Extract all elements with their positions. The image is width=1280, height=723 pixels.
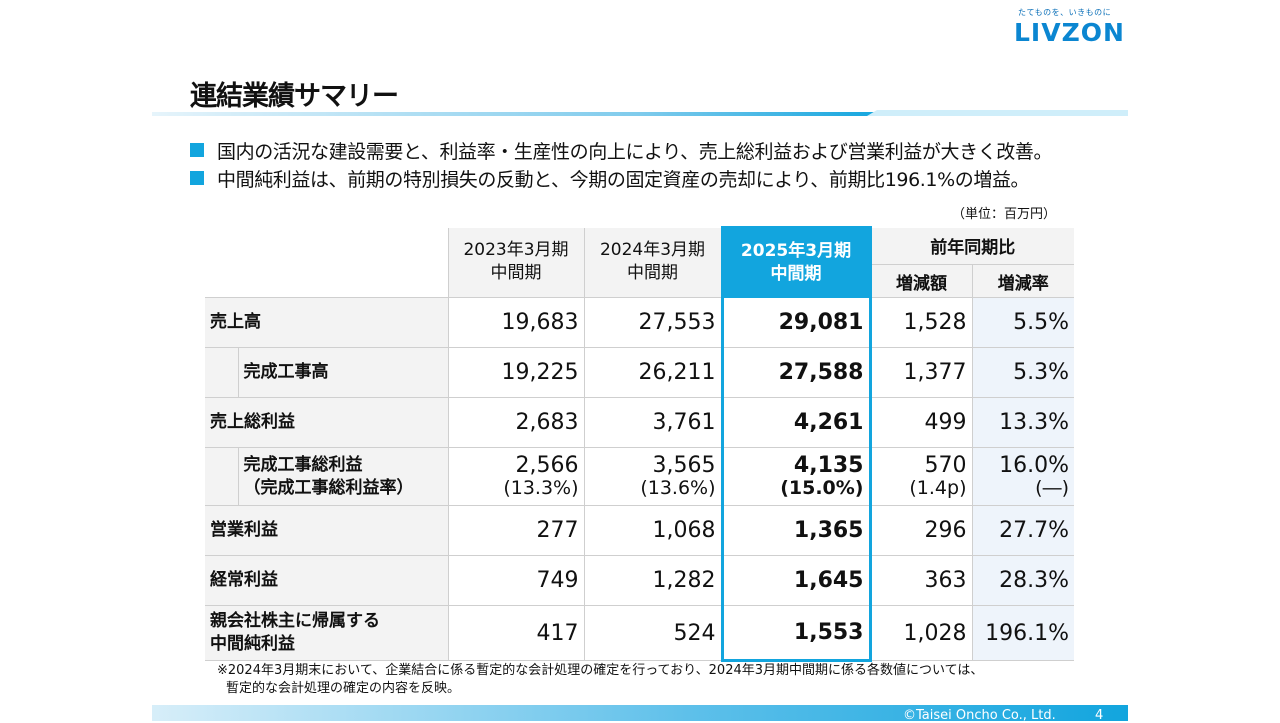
header-fy2023: 2023年3月期 中間期 <box>447 227 584 298</box>
bullet-text: 中間純利益は、前期の特別損失の反動と、今期の固定資産の売却により、前期比196.… <box>217 168 1030 191</box>
value-change: 499 <box>869 397 972 448</box>
value-fy2025: 1,365 <box>720 505 872 556</box>
header-fy2025: 2025年3月期 中間期 <box>720 226 872 298</box>
header-yoy: 前年同期比 <box>869 227 1074 265</box>
bullet-item: 国内の活況な建設需要と、利益率・生産性の向上により、売上総利益および営業利益が大… <box>190 136 1053 164</box>
value-rate: 16.0% (―) <box>971 447 1074 506</box>
value-fy2024: 1,068 <box>583 505 722 556</box>
value-fy2023: 19,683 <box>447 297 584 348</box>
page-number: 4 <box>1095 708 1104 723</box>
row-label: 売上総利益 <box>205 397 448 448</box>
value-fy2024: 524 <box>583 605 722 661</box>
bullet-square-icon <box>190 143 204 157</box>
value-rate: 13.3% <box>971 397 1074 448</box>
table-row: 売上高 19,683 27,553 29,081 1,528 5.5% <box>205 297 1074 348</box>
bullet-item: 中間純利益は、前期の特別損失の反動と、今期の固定資産の売却により、前期比196.… <box>190 164 1052 192</box>
header-rate: 増減率 <box>971 264 1074 298</box>
unit-label: （単位：百万円） <box>952 207 1057 222</box>
value-fy2024: 1,282 <box>583 555 722 606</box>
value-fy2023: 417 <box>447 605 584 661</box>
value-fy2025: 4,261 <box>720 397 872 448</box>
bullet-text: 国内の活況な建設需要と、利益率・生産性の向上により、売上総利益および営業利益が大… <box>217 140 1053 163</box>
row-label: 完成工事総利益 （完成工事総利益率） <box>237 447 448 506</box>
value-fy2025: 29,081 <box>720 297 872 348</box>
value-change: 1,028 <box>869 605 972 661</box>
value-fy2024: 26,211 <box>583 347 722 398</box>
footer-bar <box>152 705 1128 721</box>
value-fy2023: 277 <box>447 505 584 556</box>
indent-spacer <box>205 447 238 506</box>
header-change: 増減額 <box>869 264 972 298</box>
value-fy2025: 1,645 <box>720 555 872 606</box>
table-row: 経常利益 749 1,282 1,645 363 28.3% <box>205 555 1074 606</box>
value-fy2025: 27,588 <box>720 347 872 398</box>
value-fy2024: 3,565 (13.6%) <box>583 447 722 506</box>
value-change: 570 (1.4p) <box>869 447 972 506</box>
value-change: 1,377 <box>869 347 972 398</box>
page-title: 連結業績サマリー <box>190 81 399 112</box>
bullet-square-icon <box>190 171 204 185</box>
row-label: 売上高 <box>205 297 448 348</box>
header-blank <box>205 227 448 298</box>
row-label: 経常利益 <box>205 555 448 606</box>
copyright-text: ©Taisei Oncho Co., Ltd. <box>903 708 1056 723</box>
value-fy2023: 19,225 <box>447 347 584 398</box>
indent-spacer <box>205 347 238 398</box>
row-label: 完成工事高 <box>237 347 448 398</box>
value-change: 296 <box>869 505 972 556</box>
value-rate: 28.3% <box>971 555 1074 606</box>
value-rate: 5.3% <box>971 347 1074 398</box>
value-fy2025: 1,553 <box>720 605 872 662</box>
table-row: 売上総利益 2,683 3,761 4,261 499 13.3% <box>205 397 1074 448</box>
value-fy2025: 4,135 (15.0%) <box>720 447 872 506</box>
row-label: 親会社株主に帰属する 中間純利益 <box>205 605 448 661</box>
row-label: 営業利益 <box>205 505 448 556</box>
value-change: 1,528 <box>869 297 972 348</box>
value-rate: 196.1% <box>971 605 1074 661</box>
value-fy2023: 2,683 <box>447 397 584 448</box>
table-row: 完成工事高 19,225 26,211 27,588 1,377 5.3% <box>205 347 1074 398</box>
table-row: 親会社株主に帰属する 中間純利益 417 524 1,553 1,028 196… <box>205 605 1074 662</box>
table-row: 完成工事総利益 （完成工事総利益率） 2,566 (13.3%) 3,565 (… <box>205 447 1074 506</box>
brand-tagline: たてものを、いきものに <box>1018 8 1112 17</box>
table-row: 営業利益 277 1,068 1,365 296 27.7% <box>205 505 1074 556</box>
value-fy2024: 27,553 <box>583 297 722 348</box>
value-change: 363 <box>869 555 972 606</box>
value-fy2023: 2,566 (13.3%) <box>447 447 584 506</box>
value-fy2023: 749 <box>447 555 584 606</box>
value-rate: 27.7% <box>971 505 1074 556</box>
footnote: ※2024年3月期末において、企業結合に係る暫定的な会計処理の確定を行っており、… <box>217 663 984 696</box>
results-summary-table: 2023年3月期 中間期 2024年3月期 中間期 2025年3月期 中間期 前… <box>205 226 1074 662</box>
value-rate: 5.5% <box>971 297 1074 348</box>
bullet-list: 国内の活況な建設需要と、利益率・生産性の向上により、売上総利益および営業利益が大… <box>190 136 1053 192</box>
title-underline <box>152 110 1128 116</box>
value-fy2024: 3,761 <box>583 397 722 448</box>
header-fy2024: 2024年3月期 中間期 <box>583 227 722 298</box>
company-logo: LIVZON <box>1014 18 1125 47</box>
